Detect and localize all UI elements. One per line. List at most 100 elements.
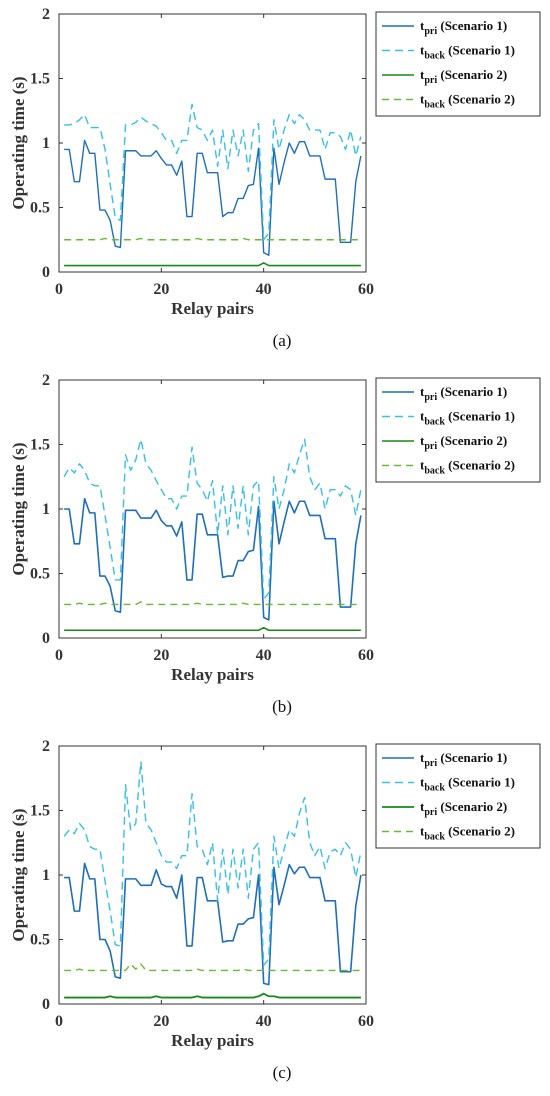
x-tick-label: 20 [153, 647, 169, 664]
legend-subscript: pri [424, 75, 437, 86]
legend-t: t [420, 43, 425, 58]
x-tick-label: 0 [55, 647, 63, 664]
series-line-3 [64, 237, 361, 241]
panel-caption: (a) [273, 331, 292, 350]
x-tick-label: 20 [153, 1013, 169, 1030]
series-line-2 [64, 992, 361, 999]
legend-box [375, 743, 541, 849]
legend-t: t [420, 409, 425, 424]
y-tick-label: 0.5 [30, 200, 50, 217]
legend-entry-1: tback (Scenario 1) [420, 43, 515, 62]
legend-subscript: back [424, 51, 445, 62]
legend-scenario: (Scenario 1) [445, 43, 515, 58]
x-tick-label: 0 [55, 281, 63, 298]
legend-entry-2: tpri (Scenario 2) [420, 67, 507, 86]
legend-subscript: back [424, 100, 445, 111]
legend-entry-2: tpri (Scenario 2) [420, 799, 507, 818]
legend-t: t [420, 433, 425, 448]
legend-t: t [420, 775, 425, 790]
legend-entry-0: tpri (Scenario 1) [420, 750, 507, 769]
legend-entry-3: tback (Scenario 2) [420, 824, 515, 843]
legend-t: t [420, 824, 425, 839]
y-tick-label: 1.5 [30, 803, 50, 820]
x-tick-label: 40 [256, 1013, 272, 1030]
y-axis-label: Operating time (s) [9, 76, 28, 209]
legend-subscript: pri [424, 758, 437, 769]
plot-area [58, 745, 367, 1005]
x-tick-label: 60 [358, 1013, 374, 1030]
panel-caption: (c) [273, 1063, 292, 1082]
legend-t: t [420, 750, 425, 765]
legend-subscript: back [424, 417, 445, 428]
x-tick-label: 40 [256, 281, 272, 298]
legend-scenario: (Scenario 2) [437, 433, 507, 448]
x-axis-label: Relay pairs [171, 665, 254, 684]
x-tick-label: 60 [358, 647, 374, 664]
legend-entry-3: tback (Scenario 2) [420, 458, 515, 477]
series-line-3 [64, 963, 361, 972]
legend-t: t [420, 92, 425, 107]
legend-scenario: (Scenario 2) [445, 92, 515, 107]
y-tick-label: 2 [42, 6, 50, 23]
series-line-0 [64, 497, 362, 621]
legend-scenario: (Scenario 1) [445, 775, 515, 790]
legend-entry-0: tpri (Scenario 1) [420, 18, 507, 37]
legend-scenario: (Scenario 2) [445, 824, 515, 839]
y-tick-label: 0.5 [30, 566, 50, 583]
legend-subscript: pri [424, 26, 437, 37]
y-tick-label: 1.5 [30, 71, 50, 88]
y-tick-label: 0.5 [30, 932, 50, 949]
legend-entry-2: tpri (Scenario 2) [420, 433, 507, 452]
y-axis-label: Operating time (s) [9, 808, 28, 941]
x-tick-label: 20 [153, 281, 169, 298]
x-tick-label: 40 [256, 647, 272, 664]
legend-subscript: pri [424, 441, 437, 452]
y-tick-label: 1 [42, 135, 50, 152]
y-tick-label: 1 [42, 501, 50, 518]
legend-scenario: (Scenario 1) [445, 409, 515, 424]
legend-scenario: (Scenario 1) [437, 384, 507, 399]
legend-t: t [420, 458, 425, 473]
legend-subscript: pri [424, 392, 437, 403]
series-line-2 [64, 626, 361, 632]
y-tick-label: 2 [42, 738, 50, 755]
legend-subscript: back [424, 832, 445, 843]
legend-subscript: pri [424, 807, 437, 818]
plot-area [58, 13, 367, 273]
series-line-1 [64, 103, 362, 241]
legend-t: t [420, 18, 425, 33]
y-tick-label: 1.5 [30, 437, 50, 454]
y-tick-label: 2 [42, 372, 50, 389]
legend-box [375, 11, 541, 117]
legend-t: t [420, 799, 425, 814]
legend-entry-0: tpri (Scenario 1) [420, 384, 507, 403]
plot-area [58, 379, 367, 639]
x-axis-label: Relay pairs [171, 299, 254, 318]
series-line-2 [64, 262, 361, 267]
legend-entry-1: tback (Scenario 1) [420, 409, 515, 428]
legend-scenario: (Scenario 1) [437, 18, 507, 33]
y-tick-label: 1 [42, 867, 50, 884]
legend-entry-3: tback (Scenario 2) [420, 92, 515, 111]
series-line-3 [64, 601, 361, 606]
y-tick-label: 0 [42, 996, 50, 1013]
series-line-1 [63, 438, 362, 601]
legend-t: t [420, 384, 425, 399]
legend-t: t [420, 67, 425, 82]
legend-scenario: (Scenario 2) [437, 799, 507, 814]
series-line-1 [63, 760, 362, 967]
x-tick-label: 60 [358, 281, 374, 298]
x-tick-label: 0 [55, 1013, 63, 1030]
legend-subscript: back [424, 783, 445, 794]
y-axis-label: Operating time (s) [9, 442, 28, 575]
legend-scenario: (Scenario 2) [445, 458, 515, 473]
series-line-0 [64, 139, 362, 256]
x-axis-label: Relay pairs [171, 1031, 254, 1050]
panel-caption: (b) [272, 697, 292, 716]
series-line-0 [64, 862, 362, 986]
legend-scenario: (Scenario 2) [437, 67, 507, 82]
